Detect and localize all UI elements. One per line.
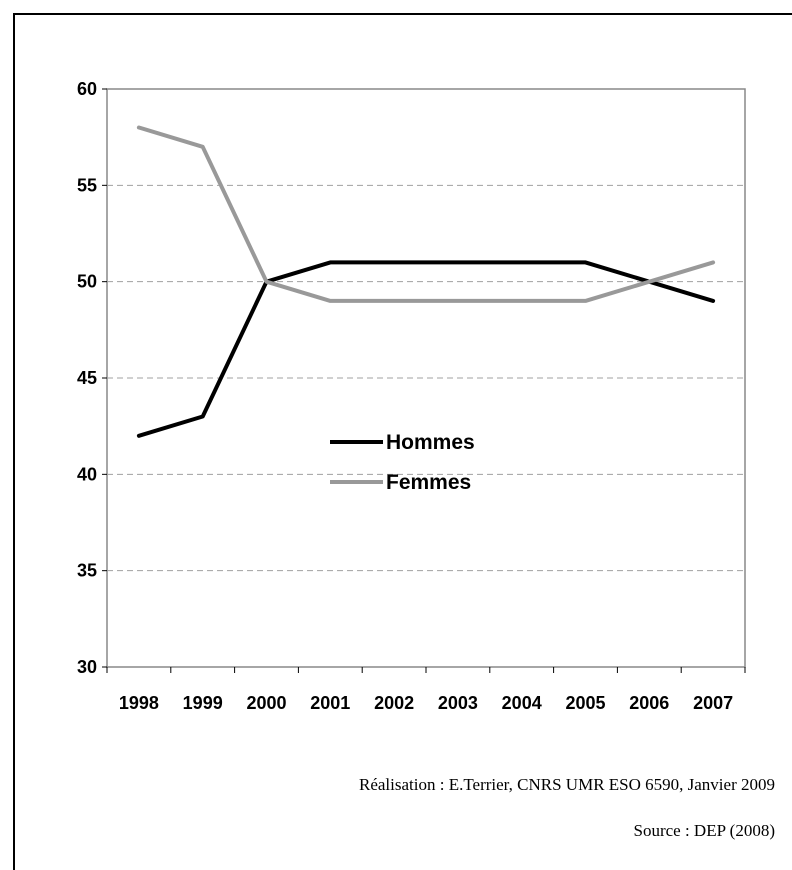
y-tick-label: 55	[77, 175, 97, 195]
credit-source: Source : DEP (2008)	[634, 821, 776, 841]
x-tick-label: 2000	[246, 693, 286, 713]
x-tick-label: 2007	[693, 693, 733, 713]
x-tick-label: 2006	[629, 693, 669, 713]
x-tick-label: 2002	[374, 693, 414, 713]
legend-label: Hommes	[386, 431, 475, 454]
y-tick-label: 40	[77, 464, 97, 484]
x-axis: 1998 1999 2000 2001 2002 2003 2004 2005 2006 2007	[107, 667, 745, 713]
x-tick-label: 1998	[119, 693, 159, 713]
legend-label: Femmes	[386, 471, 471, 494]
y-tick-label: 50	[77, 272, 97, 292]
x-tick-label: 2001	[310, 693, 350, 713]
credit-realisation: Réalisation : E.Terrier, CNRS UMR ESO 65…	[359, 775, 775, 795]
y-axis: 30 35 40 45 50 55 60	[77, 79, 107, 677]
y-tick-label: 60	[77, 79, 97, 99]
y-tick-label: 45	[77, 368, 97, 388]
y-tick-label: 30	[77, 657, 97, 677]
x-tick-label: 1999	[183, 693, 223, 713]
y-tick-label: 35	[77, 561, 97, 581]
x-tick-label: 2003	[438, 693, 478, 713]
x-tick-label: 2005	[565, 693, 605, 713]
x-tick-label: 2004	[502, 693, 542, 713]
